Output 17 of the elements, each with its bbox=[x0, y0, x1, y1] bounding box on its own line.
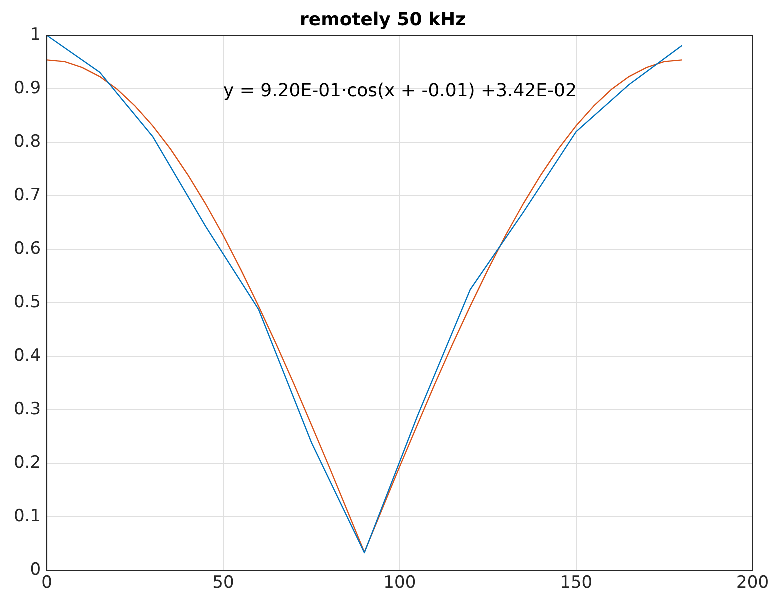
y-tick-label: 0.6 bbox=[14, 239, 42, 260]
y-tick-label: 0.5 bbox=[14, 292, 42, 313]
x-tick-label: 200 bbox=[736, 573, 770, 594]
x-tick-label: 150 bbox=[560, 573, 593, 594]
x-tick-label: 100 bbox=[384, 573, 416, 594]
chart-title: remotely 50 kHz bbox=[300, 9, 466, 30]
y-tick-label: 0.2 bbox=[14, 453, 42, 474]
annotation: y = 9.20E-01·cos(x + -0.01) +3.42E-02 bbox=[223, 80, 577, 102]
x-tick-label: 50 bbox=[212, 573, 234, 594]
y-tick-label: 0.7 bbox=[14, 186, 42, 206]
y-tick-label: 0.9 bbox=[14, 78, 42, 99]
y-tick-label: 0.3 bbox=[14, 400, 42, 420]
y-tick-label: 0.1 bbox=[14, 506, 42, 527]
y-tick-label: 0.8 bbox=[14, 132, 42, 152]
y-tick-label: 0 bbox=[30, 560, 42, 580]
y-tick-label: 0.4 bbox=[14, 346, 42, 366]
y-tick-label: 1 bbox=[30, 25, 42, 46]
